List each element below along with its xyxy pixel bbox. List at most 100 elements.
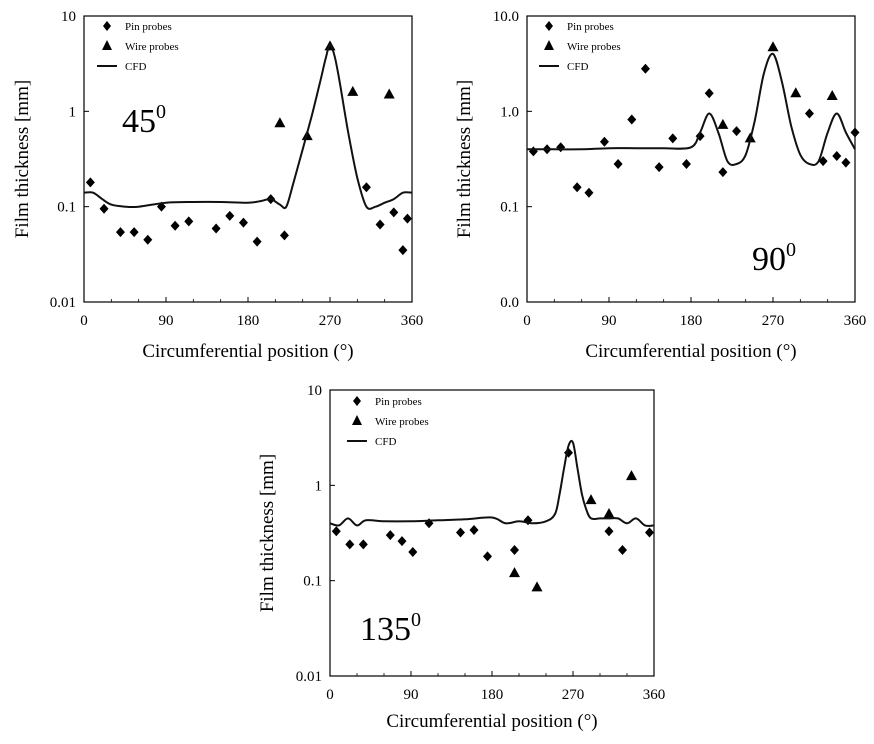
pin-probe-point [469, 524, 479, 535]
pin-probe-point [143, 234, 153, 245]
pin-probe-point [613, 159, 623, 170]
pin-probe-point [375, 219, 385, 230]
pin-probe-point [599, 136, 609, 147]
y-tick-label: 10 [307, 383, 322, 399]
y-tick-label: 0.01 [296, 669, 322, 685]
x-tick-label: 0 [523, 313, 531, 329]
x-axis-label: Circumferential position (°) [585, 341, 796, 362]
y-tick-label: 0.0 [500, 295, 519, 311]
angle-superscript: 0 [156, 101, 166, 123]
x-tick-label: 0 [326, 687, 334, 703]
legend-entry: CFD [125, 61, 146, 73]
pin-probe-point [556, 142, 566, 153]
pin-probe-point [681, 159, 691, 170]
pin-probe-point [654, 162, 664, 173]
pin-probe-point [361, 182, 371, 193]
pin-probe-point [483, 551, 492, 562]
y-axis-label: Film thickness [mm] [257, 454, 278, 612]
y-tick-label: 1 [315, 478, 323, 494]
legend-entry: CFD [567, 61, 588, 73]
legend-diamond-icon [353, 396, 361, 406]
pin-probe-point [640, 63, 650, 74]
pin-probe-point [704, 88, 714, 99]
pin-probe-point [225, 210, 235, 221]
x-tick-label: 180 [481, 687, 504, 703]
pin-probe-point [389, 207, 399, 218]
wire-probe-point [790, 87, 802, 98]
pin-probe-point [358, 539, 368, 550]
legend-entry: Wire probes [125, 41, 179, 53]
pin-probe-point [718, 167, 728, 178]
pin-probe-point [402, 213, 412, 224]
pin-probe-point [528, 146, 538, 157]
pin-probe-point [345, 539, 355, 550]
pin-probe-point [604, 526, 614, 537]
wire-probe-point [603, 508, 615, 519]
pin-probe-point [211, 223, 221, 234]
wire-probe-point [585, 494, 597, 505]
pin-probe-point [99, 203, 109, 214]
y-axis-label: Film thickness [mm] [12, 80, 33, 238]
wire-probe-point [767, 41, 779, 52]
angle-annotation: 1350 [360, 609, 421, 648]
angle-annotation: 450 [122, 101, 166, 140]
legend-diamond-icon [103, 21, 111, 31]
legend-entry: Pin probes [125, 21, 172, 33]
x-axis-label: Circumferential position (°) [386, 711, 597, 732]
wire-probe-point [717, 118, 729, 129]
wire-probe-point [383, 88, 395, 99]
wire-probe-point [274, 117, 286, 128]
angle-value: 90 [752, 241, 786, 278]
plot-frame [526, 15, 856, 303]
pin-probe-point [572, 182, 582, 193]
cfd-line [527, 52, 856, 166]
y-tick-label: 0.1 [500, 200, 519, 216]
x-tick-label: 90 [404, 687, 419, 703]
pin-probe-point [184, 216, 194, 227]
angle-superscript: 0 [786, 239, 796, 261]
pin-probe-point [832, 150, 842, 161]
angle-annotation: 900 [752, 239, 796, 278]
x-tick-label: 270 [562, 687, 585, 703]
pin-probe-point [645, 527, 654, 538]
plot-frame [83, 15, 413, 303]
wire-probe-point [531, 581, 543, 592]
y-tick-label: 0.1 [303, 574, 322, 590]
y-tick-label: 0.01 [50, 295, 76, 311]
pin-probe-point [408, 546, 418, 557]
pin-probe-point [618, 544, 627, 555]
cfd-line [83, 43, 413, 210]
pin-probe-point [252, 236, 262, 247]
legend-entry: Pin probes [567, 21, 614, 33]
y-tick-label: 1 [69, 104, 77, 120]
angle-value: 45 [122, 103, 156, 140]
x-tick-label: 90 [159, 313, 174, 329]
y-axis-label: Film thickness [mm] [454, 80, 475, 238]
pin-probe-point [584, 187, 594, 198]
pin-probe-point [456, 527, 465, 538]
x-tick-label: 360 [844, 313, 867, 329]
pin-probe-point [279, 230, 289, 241]
x-tick-label: 270 [762, 313, 785, 329]
pin-probe-point [804, 108, 814, 119]
x-tick-label: 0 [80, 313, 88, 329]
legend-triangle-icon [102, 40, 112, 50]
x-tick-label: 90 [602, 313, 617, 329]
legend-entry: Wire probes [375, 416, 429, 428]
pin-probe-point [331, 526, 341, 537]
legend-entry: CFD [375, 436, 396, 448]
pin-probe-point [668, 133, 678, 144]
wire-probe-point [826, 89, 838, 100]
legend-diamond-icon [545, 21, 553, 31]
chart-panel-2: 0 90 180 270 3600.00.11.010.0Circumferential… [454, 9, 866, 362]
legend-entry: Wire probes [567, 41, 621, 53]
pin-probe-point [732, 126, 742, 137]
x-tick-label: 180 [237, 313, 260, 329]
legend-triangle-icon [544, 40, 554, 50]
pin-probe-point [170, 220, 180, 231]
pin-probe-point [850, 127, 860, 138]
x-tick-label: 360 [401, 313, 424, 329]
y-tick-label: 10 [61, 9, 76, 25]
pin-probe-point [385, 530, 395, 541]
